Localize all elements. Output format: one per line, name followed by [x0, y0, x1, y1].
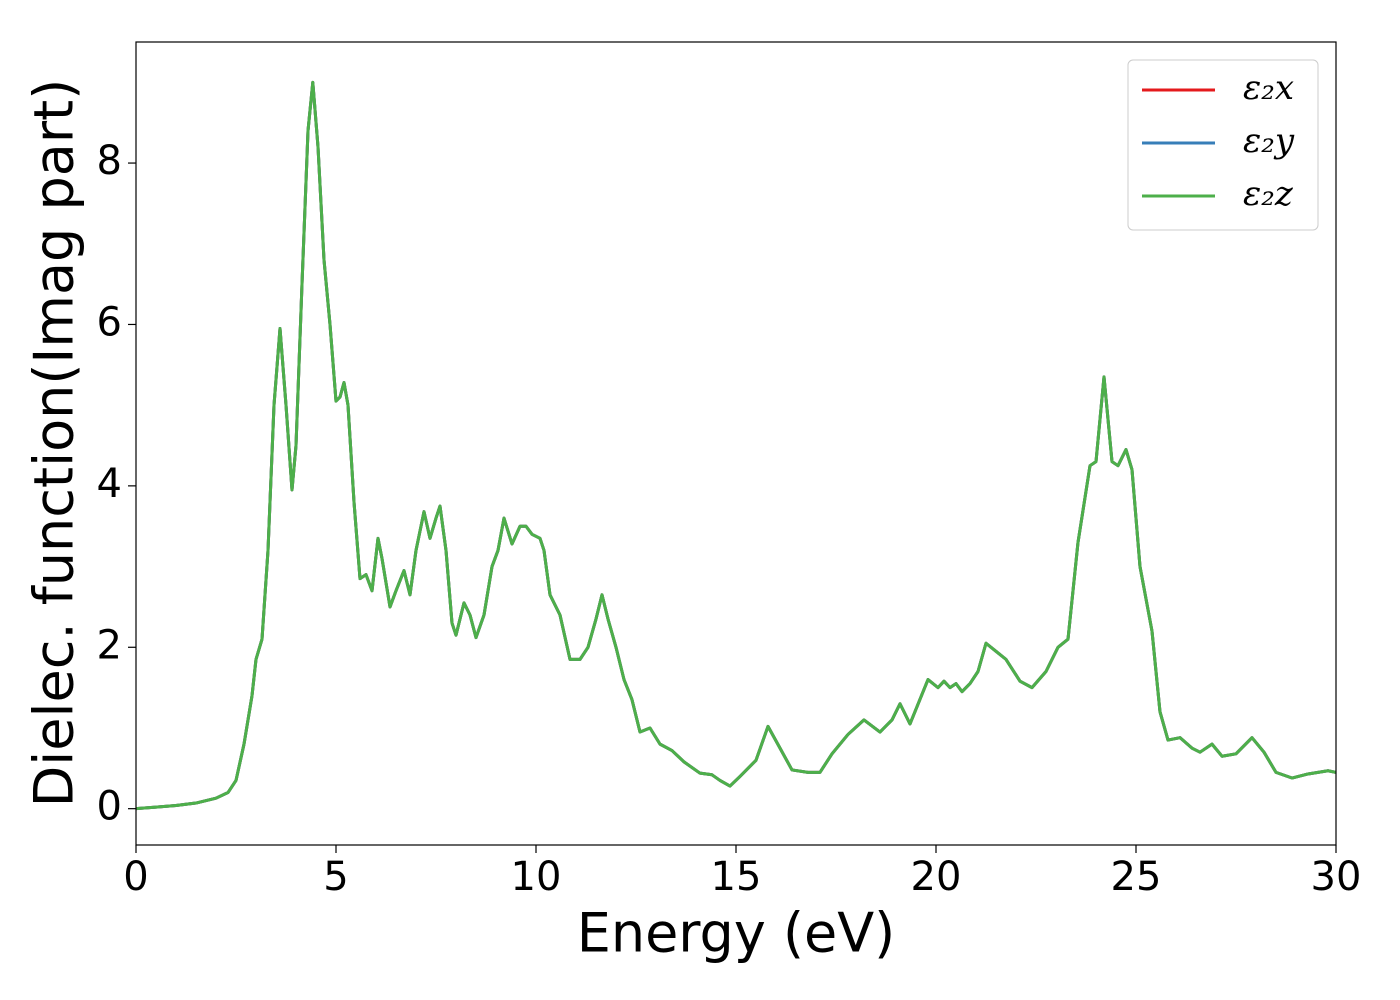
legend-label: ε₂y — [1243, 121, 1295, 161]
series-line — [136, 80, 1336, 811]
y-tick-label: 0 — [97, 784, 122, 830]
x-tick-label: 25 — [1111, 854, 1162, 900]
x-tick-label: 30 — [1311, 854, 1362, 900]
y-tick-label: 4 — [97, 461, 122, 507]
x-tick-label: 5 — [323, 854, 348, 900]
legend-label: ε₂z — [1243, 174, 1294, 214]
legend-label: ε₂x — [1243, 68, 1294, 108]
y-tick-label: 2 — [97, 622, 122, 668]
x-tick-label: 10 — [511, 854, 562, 900]
x-tick-label: 15 — [711, 854, 762, 900]
y-tick-label: 6 — [97, 299, 122, 345]
y-axis-label: Dielec. function(Imag part) — [23, 79, 86, 808]
x-axis-label: Energy (eV) — [577, 902, 896, 965]
x-tick-label: 20 — [911, 854, 962, 900]
x-tick-label: 0 — [123, 854, 148, 900]
legend-box — [1127, 59, 1319, 231]
plot-lines — [136, 80, 1336, 811]
y-tick-label: 8 — [97, 138, 122, 184]
